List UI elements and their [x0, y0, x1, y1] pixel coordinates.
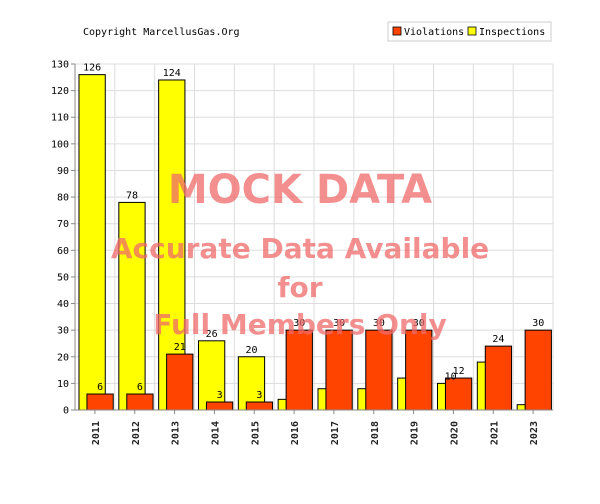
y-axis: 0 10 20 30 40 50 60 70 80 90 100 110 120 130 [51, 60, 76, 417]
bar-violations [126, 393, 154, 411]
y-tick-label: 60 [57, 246, 69, 257]
x-tick-label: 2014 [210, 421, 221, 445]
bar-violations [444, 377, 473, 411]
watermark-line-2: Accurate Data Available [111, 232, 489, 265]
legend: Violations Inspections [387, 21, 552, 42]
bar-violations [484, 345, 513, 411]
x-axis: 2011 2012 2013 2014 2015 2016 2017 2018 2019 2020… [75, 409, 553, 445]
data-label-violations: 30 [333, 318, 345, 329]
bar-violations [86, 393, 114, 411]
copyright-text: Copyright MarcellusGas.Org [83, 27, 240, 38]
bar-violations [285, 329, 313, 411]
data-label-violations: 6 [137, 382, 143, 393]
data-label-violations: 24 [492, 334, 504, 345]
data-label-inspections: 10 [445, 371, 457, 382]
bars [78, 74, 552, 411]
y-tick-label: 0 [63, 406, 69, 417]
y-tick-label: 120 [51, 86, 69, 97]
data-label-inspections: 78 [126, 190, 138, 201]
watermark-line-4: Full Members Only [153, 308, 446, 341]
y-tick-label: 40 [57, 299, 69, 310]
data-label-violations: 30 [373, 318, 385, 329]
x-tick-label: 2018 [370, 421, 381, 445]
data-label-violations: 21 [174, 342, 186, 353]
data-label-inspections: 124 [163, 68, 181, 79]
x-tick-label: 2016 [290, 421, 301, 445]
bar-inspections [78, 74, 106, 411]
data-label-violations: 12 [453, 366, 465, 377]
bar-violations [365, 329, 393, 411]
data-label-violations: 6 [97, 382, 103, 393]
x-tick-label: 2023 [529, 421, 540, 445]
y-tick-label: 130 [51, 60, 69, 71]
bar-violations [245, 401, 274, 411]
bar-inspections [237, 356, 266, 411]
data-label-violations: 30 [293, 318, 305, 329]
bar-violations [405, 329, 433, 411]
legend-swatch-violations [392, 26, 402, 36]
bar-violations [166, 353, 194, 411]
bar-violations [524, 329, 552, 411]
data-label-inspections: 26 [206, 329, 218, 340]
y-tick-label: 20 [57, 352, 69, 363]
bar-inspections [118, 201, 146, 411]
x-tick-label: 2020 [449, 421, 460, 445]
watermark-line-3: for [277, 271, 322, 304]
x-tick-label: 2015 [250, 421, 261, 445]
data-label-violations: 3 [256, 390, 262, 401]
x-tick-label: 2011 [91, 421, 102, 445]
legend-label-violations: Violations [404, 27, 464, 38]
bar-violations [205, 401, 234, 411]
y-tick-label: 110 [51, 113, 69, 124]
x-tick-label: 2017 [330, 421, 341, 445]
y-tick-label: 50 [57, 272, 69, 283]
y-tick-label: 90 [57, 166, 69, 177]
x-tick-label: 2012 [131, 421, 142, 445]
x-tick-label: 2013 [171, 421, 182, 445]
y-tick-label: 10 [57, 379, 69, 390]
y-tick-label: 30 [57, 326, 69, 337]
data-label-violations: 30 [532, 318, 544, 329]
data-label-inspections: 20 [245, 345, 257, 356]
watermark-line-1: MOCK DATA [168, 167, 432, 213]
legend-label-inspections: Inspections [479, 27, 545, 38]
data-label-violations: 3 [217, 390, 223, 401]
legend-swatch-inspections [467, 26, 477, 36]
data-label-inspections: 126 [83, 63, 101, 74]
watermark: MOCK DATA Accurate Data Available for Fu… [111, 167, 489, 341]
y-tick-label: 70 [57, 219, 69, 230]
x-tick-label: 2019 [410, 421, 421, 445]
data-label-violations: 30 [413, 318, 425, 329]
y-tick-label: 100 [51, 139, 69, 150]
x-tick-label: 2021 [489, 421, 500, 445]
bar-violations [325, 329, 353, 411]
y-tick-label: 80 [57, 193, 69, 204]
